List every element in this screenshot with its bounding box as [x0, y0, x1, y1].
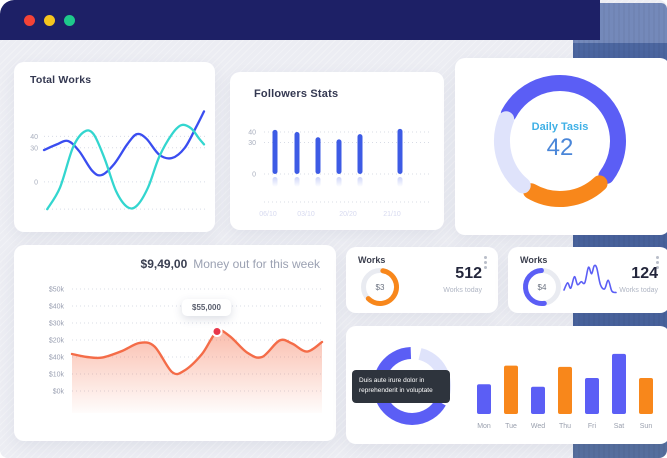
weekly-bar-chart: Mon Tue Wed Thu Fri Sat Sun [477, 353, 653, 430]
svg-text:40: 40 [30, 134, 38, 141]
svg-text:$0k: $0k [53, 389, 65, 396]
svg-text:$30k: $30k [49, 321, 65, 328]
total-works-title: Total Works [30, 74, 92, 86]
svg-text:Sun: Sun [640, 423, 653, 430]
svg-text:40: 40 [248, 130, 256, 137]
daily-tasks-donut-chart [494, 75, 626, 207]
total-works-line-chart: 40 30 0 [30, 110, 206, 211]
daily-tasks-card: Daily Tasis 42 [455, 58, 667, 235]
svg-text:20/20: 20/20 [339, 211, 357, 218]
followers-stats-title: Followers Stats [254, 88, 339, 100]
svg-text:Thu: Thu [559, 423, 571, 430]
svg-text:$40k: $40k [49, 355, 65, 362]
works1-caption: Works today [443, 287, 482, 294]
money-header: $9,49,00 Money out for this week [141, 257, 320, 271]
works2-title: Works [520, 255, 548, 265]
svg-text:30: 30 [248, 140, 256, 147]
works1-value: 512 [455, 265, 482, 282]
svg-text:$20k: $20k [49, 338, 65, 345]
svg-text:Sat: Sat [614, 423, 625, 430]
kebab-menu-icon[interactable] [656, 256, 659, 259]
works1-donut-chart [361, 268, 399, 306]
works-card-2: Works $4 124 Works today [508, 247, 667, 313]
svg-text:Mon: Mon [477, 423, 491, 430]
window-titlebar [0, 0, 600, 40]
works2-value: 124 [631, 265, 658, 282]
svg-text:Tue: Tue [505, 423, 517, 430]
works-card-1: Works $3 512 Works today [346, 247, 498, 313]
followers-bar-chart: 40 30 0 06/10 03/10 20/20 21/10 [248, 128, 432, 218]
svg-text:$10k: $10k [49, 372, 65, 379]
money-tooltip: $55,000 [182, 299, 231, 316]
svg-text:$50k: $50k [49, 287, 65, 294]
money-amount: $9,49,00 [140, 257, 188, 271]
svg-text:0: 0 [34, 179, 38, 186]
svg-text:30: 30 [30, 145, 38, 152]
window-minimize-button[interactable] [44, 14, 55, 26]
works2-caption: Works today [619, 287, 658, 294]
svg-text:03/10: 03/10 [297, 211, 315, 218]
money-out-card: $9,49,00 Money out for this week $50k $40… [14, 245, 336, 441]
window-close-button[interactable] [24, 14, 35, 26]
svg-text:0: 0 [252, 172, 256, 179]
followers-stats-card: Followers Stats 40 30 0 06/10 03/10 20/20 21/1… [230, 72, 444, 230]
window-maximize-button[interactable] [64, 14, 75, 26]
kebab-menu-icon[interactable] [484, 256, 487, 259]
svg-text:21/10: 21/10 [383, 211, 401, 218]
svg-text:Fri: Fri [588, 423, 597, 430]
svg-text:$40k: $40k [49, 304, 65, 311]
money-caption: Money out for this week [193, 257, 320, 271]
works2-sparkline [563, 264, 617, 294]
weekly-tooltip: Duis aute irure dolor in reprehenderit i… [352, 370, 450, 403]
money-area-chart: $50k $40k $30k $20k $40k $10k $0k [49, 287, 324, 413]
svg-text:06/10: 06/10 [259, 211, 277, 218]
svg-text:Wed: Wed [531, 423, 545, 430]
total-works-card: Total Works 40 30 0 [14, 62, 215, 232]
works2-donut-chart [523, 268, 561, 306]
works1-title: Works [358, 255, 386, 265]
weekly-stats-card: Duis aute irure dolor in reprehenderit i… [346, 326, 667, 444]
